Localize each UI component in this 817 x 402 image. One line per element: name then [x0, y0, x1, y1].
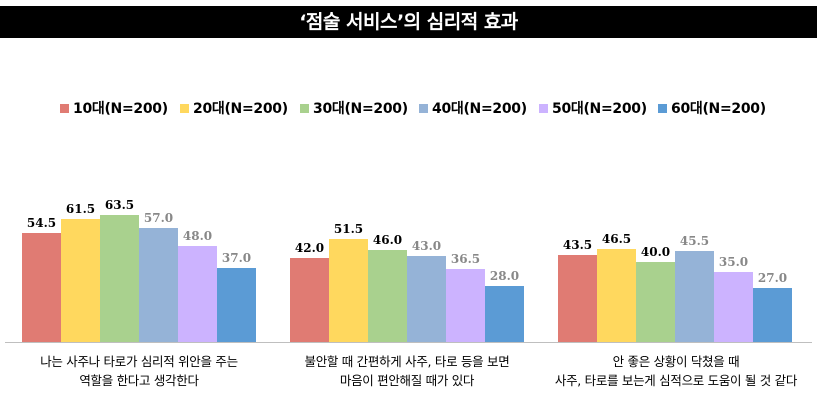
bar-1-4 [139, 228, 178, 342]
data-label-2-4: 43.0 [412, 239, 441, 253]
legend-label-5: 50대(N=200) [552, 101, 647, 117]
legend-swatch-5 [539, 103, 548, 113]
data-label-3-4: 45.5 [680, 234, 709, 248]
legend-item-6: 60대(N=200) [658, 98, 766, 118]
bar-3-2 [597, 249, 636, 342]
data-label-1-1: 54.5 [27, 216, 56, 230]
legend-swatch-3 [300, 103, 309, 113]
legend-label-1: 10대(N=200) [73, 101, 168, 117]
legend-swatch-1 [60, 103, 69, 113]
bar-2-1 [290, 258, 329, 342]
bar-1-5 [178, 246, 217, 342]
bar-2-4 [407, 256, 446, 342]
data-label-3-6: 27.0 [758, 271, 787, 285]
legend-label-2: 20대(N=200) [193, 101, 288, 117]
bar-2-5 [446, 269, 485, 342]
data-label-3-3: 40.0 [641, 245, 670, 259]
bar-3-5 [714, 272, 753, 342]
legend-label-4: 40대(N=200) [432, 101, 527, 117]
legend-label-6: 60대(N=200) [671, 101, 766, 117]
data-label-3-1: 43.5 [563, 238, 592, 252]
data-label-1-5: 48.0 [183, 229, 212, 243]
legend-item-1: 10대(N=200) [60, 98, 168, 118]
bar-1-6 [217, 268, 256, 342]
legend-item-2: 20대(N=200) [180, 98, 288, 118]
data-label-2-1: 42.0 [295, 241, 324, 255]
data-label-1-3: 63.5 [105, 198, 134, 212]
bar-2-2 [329, 239, 368, 342]
legend: 10대(N=200) 20대(N=200) 30대(N=200) 40대(N=200)… [0, 98, 817, 118]
bar-3-1 [558, 255, 597, 342]
legend-item-4: 40대(N=200) [419, 98, 527, 118]
data-label-2-5: 36.5 [451, 252, 480, 266]
category-label-2: 불안할 때 간편하게 사주, 타로 등을 보면 마음이 편안해질 때가 있다 [304, 354, 510, 388]
legend-item-5: 50대(N=200) [539, 98, 647, 118]
legend-swatch-6 [658, 103, 667, 113]
data-label-1-6: 37.0 [222, 251, 251, 265]
legend-label-3: 30대(N=200) [313, 101, 408, 117]
legend-swatch-4 [419, 103, 428, 113]
bar-2-6 [485, 286, 524, 342]
bar-3-6 [753, 288, 792, 342]
data-label-1-4: 57.0 [144, 211, 173, 225]
data-label-2-3: 46.0 [373, 233, 402, 247]
bar-1-1 [22, 233, 61, 342]
bar-3-4 [675, 251, 714, 342]
data-label-2-2: 51.5 [334, 222, 363, 236]
chart-title: ‘점술 서비스’의 심리적 효과 [0, 6, 817, 38]
data-label-3-5: 35.0 [719, 255, 748, 269]
data-label-2-6: 28.0 [490, 269, 519, 283]
category-label-3: 안 좋은 상황이 닥쳤을 때 사주, 타로를 보는게 심적으로 도움이 될 것 … [554, 354, 798, 388]
bar-1-2 [61, 219, 100, 342]
legend-item-3: 30대(N=200) [300, 98, 408, 118]
data-label-3-2: 46.5 [602, 232, 631, 246]
bar-1-3 [100, 215, 139, 342]
bar-2-3 [368, 250, 407, 342]
category-label-1: 나는 사주나 타로가 심리적 위안을 주는 역할을 한다고 생각한다 [40, 354, 238, 388]
legend-swatch-2 [180, 103, 189, 113]
data-label-1-2: 61.5 [66, 202, 95, 216]
bar-3-3 [636, 262, 675, 342]
